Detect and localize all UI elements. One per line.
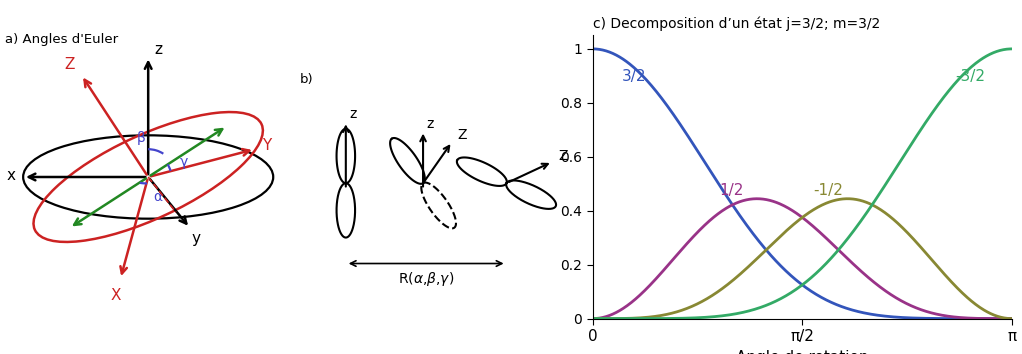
- Text: a) Angles d'Euler: a) Angles d'Euler: [5, 33, 118, 46]
- Text: -3/2: -3/2: [956, 69, 985, 84]
- Text: Z: Z: [457, 128, 467, 142]
- Text: x: x: [6, 168, 15, 183]
- Text: Z: Z: [559, 149, 568, 163]
- Text: β: β: [136, 131, 145, 145]
- Text: R($\alpha$,$\beta$,$\gamma$): R($\alpha$,$\beta$,$\gamma$): [398, 270, 455, 288]
- Text: -1/2: -1/2: [812, 183, 843, 198]
- Text: b): b): [299, 73, 313, 86]
- Text: γ: γ: [179, 155, 187, 169]
- Text: c) Decomposition d’un état j=3/2; m=3/2: c) Decomposition d’un état j=3/2; m=3/2: [593, 17, 880, 32]
- Text: z: z: [154, 42, 162, 57]
- Text: z: z: [350, 107, 357, 121]
- Text: z: z: [427, 116, 434, 131]
- Text: X: X: [110, 288, 121, 303]
- Text: y: y: [192, 230, 201, 246]
- Text: α: α: [153, 190, 162, 204]
- Text: 3/2: 3/2: [622, 69, 647, 84]
- Text: 1/2: 1/2: [719, 183, 744, 198]
- X-axis label: Angle de rotation: Angle de rotation: [736, 349, 869, 354]
- Text: Z: Z: [64, 57, 75, 72]
- Text: Y: Y: [262, 138, 272, 153]
